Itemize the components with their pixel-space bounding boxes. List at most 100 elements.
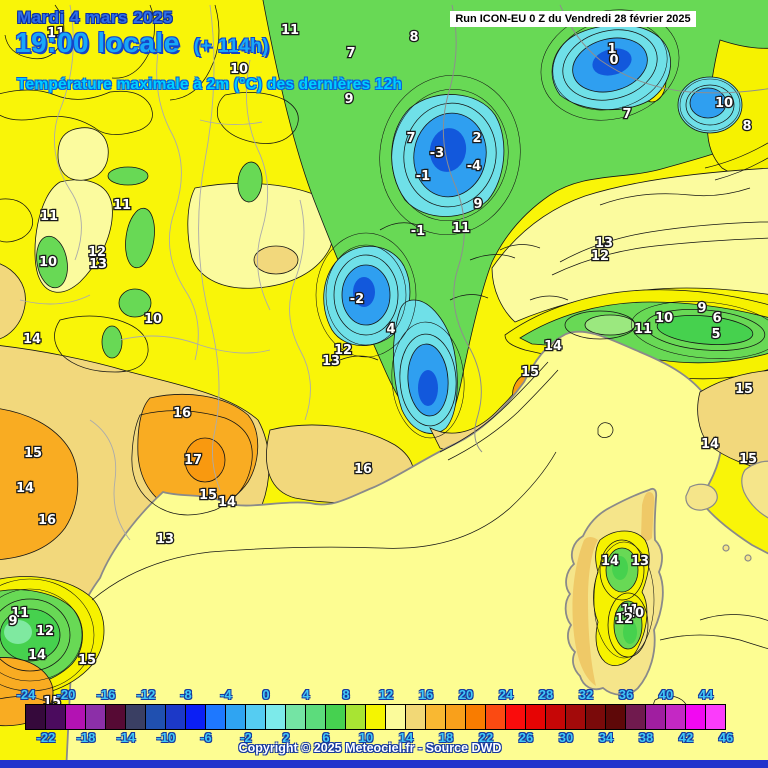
colorbar-cell xyxy=(45,704,66,730)
colorbar-cell xyxy=(385,704,406,730)
temp-label: 12 xyxy=(615,612,633,627)
colorbar-label: 34 xyxy=(598,730,614,745)
colorbar-label: 10 xyxy=(358,730,374,745)
temp-label: 9 xyxy=(8,614,17,629)
colorbar-cell xyxy=(205,704,226,730)
temp-label: 7 xyxy=(406,131,415,146)
temp-label: 2 xyxy=(472,131,481,146)
temp-label: 10 xyxy=(144,312,162,327)
temp-label: 14 xyxy=(28,648,46,663)
colorbar-label: -14 xyxy=(116,730,136,745)
colorbar-label: 14 xyxy=(398,730,414,745)
temp-label: 6 xyxy=(712,311,721,326)
temp-label: 11 xyxy=(621,603,639,618)
date-title: Mardi 4 mars 2025 xyxy=(17,8,173,27)
colorbar-label: 38 xyxy=(638,730,654,745)
colorbar-cell xyxy=(485,704,506,730)
temp-label: 16 xyxy=(38,513,56,528)
colorbar-label: 20 xyxy=(458,687,474,702)
colorbar-cell xyxy=(325,704,346,730)
temp-label: 14 xyxy=(218,495,236,510)
temp-label: 14 xyxy=(601,554,619,569)
copyright-text: Copyright © 2025 Meteociel.fr - Source D… xyxy=(238,741,502,755)
temp-label: 1 xyxy=(607,42,616,57)
temp-label: 16 xyxy=(354,462,372,477)
colorbar-label: 4 xyxy=(302,687,310,702)
temperature-colorbar xyxy=(25,704,726,730)
colorbar-label: 32 xyxy=(578,687,594,702)
colorbar-label: -12 xyxy=(136,687,156,702)
colorbar-label: -18 xyxy=(76,730,96,745)
colorbar-cell xyxy=(405,704,426,730)
temp-label: 15 xyxy=(24,446,42,461)
colorbar-label: -4 xyxy=(220,687,232,702)
temp-label: 14 xyxy=(23,332,41,347)
colorbar-label: -8 xyxy=(180,687,192,702)
colorbar-label: 36 xyxy=(618,687,634,702)
colorbar-label: -20 xyxy=(56,687,76,702)
colorbar-cell xyxy=(545,704,566,730)
colorbar-cell xyxy=(665,704,686,730)
colorbar-cell xyxy=(305,704,326,730)
temp-label: 16 xyxy=(173,406,191,421)
temp-label: 10 xyxy=(39,255,57,270)
colorbar-cell xyxy=(425,704,446,730)
subtitle: Température maximale à 2m (°C) des derni… xyxy=(17,76,403,93)
colorbar-cell xyxy=(105,704,126,730)
temp-label: 13 xyxy=(89,257,107,272)
colorbar-cell xyxy=(25,704,46,730)
temp-label: 12 xyxy=(36,624,54,639)
temp-label: 4 xyxy=(386,322,395,337)
colorbar-label: 2 xyxy=(282,730,290,745)
colorbar-cell xyxy=(185,704,206,730)
colorbar-label: 18 xyxy=(438,730,454,745)
run-info-box: Run ICON-EU 0 Z du Vendredi 28 février 2… xyxy=(450,11,696,27)
colorbar-cell xyxy=(685,704,706,730)
temp-label: 12 xyxy=(334,343,352,358)
temp-label: 14 xyxy=(16,481,34,496)
colorbar-label: -22 xyxy=(36,730,56,745)
colorbar-label: 0 xyxy=(262,687,270,702)
colorbar-label: 44 xyxy=(698,687,714,702)
temp-label: 17 xyxy=(184,453,202,468)
temp-label: 15 xyxy=(739,452,757,467)
temp-label: 14 xyxy=(544,339,562,354)
colorbar-label: -16 xyxy=(96,687,116,702)
colorbar-label: 28 xyxy=(538,687,554,702)
temp-label: 7 xyxy=(622,107,631,122)
colorbar-cell xyxy=(565,704,586,730)
temp-label: 11 xyxy=(47,26,65,41)
temp-label: 12 xyxy=(591,249,609,264)
contour-lines xyxy=(0,4,768,731)
colorbar-label: 6 xyxy=(322,730,330,745)
temp-label: 12 xyxy=(88,245,106,260)
colorbar-label: 40 xyxy=(658,687,674,702)
temp-label: 10 xyxy=(230,62,248,77)
colorbar-cell xyxy=(505,704,526,730)
colorbar-cell xyxy=(285,704,306,730)
tuscany-region xyxy=(685,370,768,562)
temp-label: -3 xyxy=(430,146,444,161)
colorbar-label: 42 xyxy=(678,730,694,745)
temp-label: 11 xyxy=(452,221,470,236)
temp-label: 5 xyxy=(711,327,720,342)
temp-label: -1 xyxy=(411,224,425,239)
temp-label: -1 xyxy=(416,169,430,184)
temp-label: 15 xyxy=(78,653,96,668)
temp-label: 15 xyxy=(735,382,753,397)
colorbar-cell xyxy=(585,704,606,730)
temp-label: 11 xyxy=(40,209,58,224)
colorbar-label: -2 xyxy=(240,730,252,745)
colorbar-label: 24 xyxy=(498,687,514,702)
colorbar-cell xyxy=(525,704,546,730)
corsica-island xyxy=(564,487,664,696)
temp-label: -2 xyxy=(350,292,364,307)
temp-label: 9 xyxy=(473,197,482,212)
colorbar-label: -10 xyxy=(156,730,176,745)
temp-label: 13 xyxy=(595,236,613,251)
colorbar-label: -24 xyxy=(16,687,36,702)
colorbar-label: 30 xyxy=(558,730,574,745)
